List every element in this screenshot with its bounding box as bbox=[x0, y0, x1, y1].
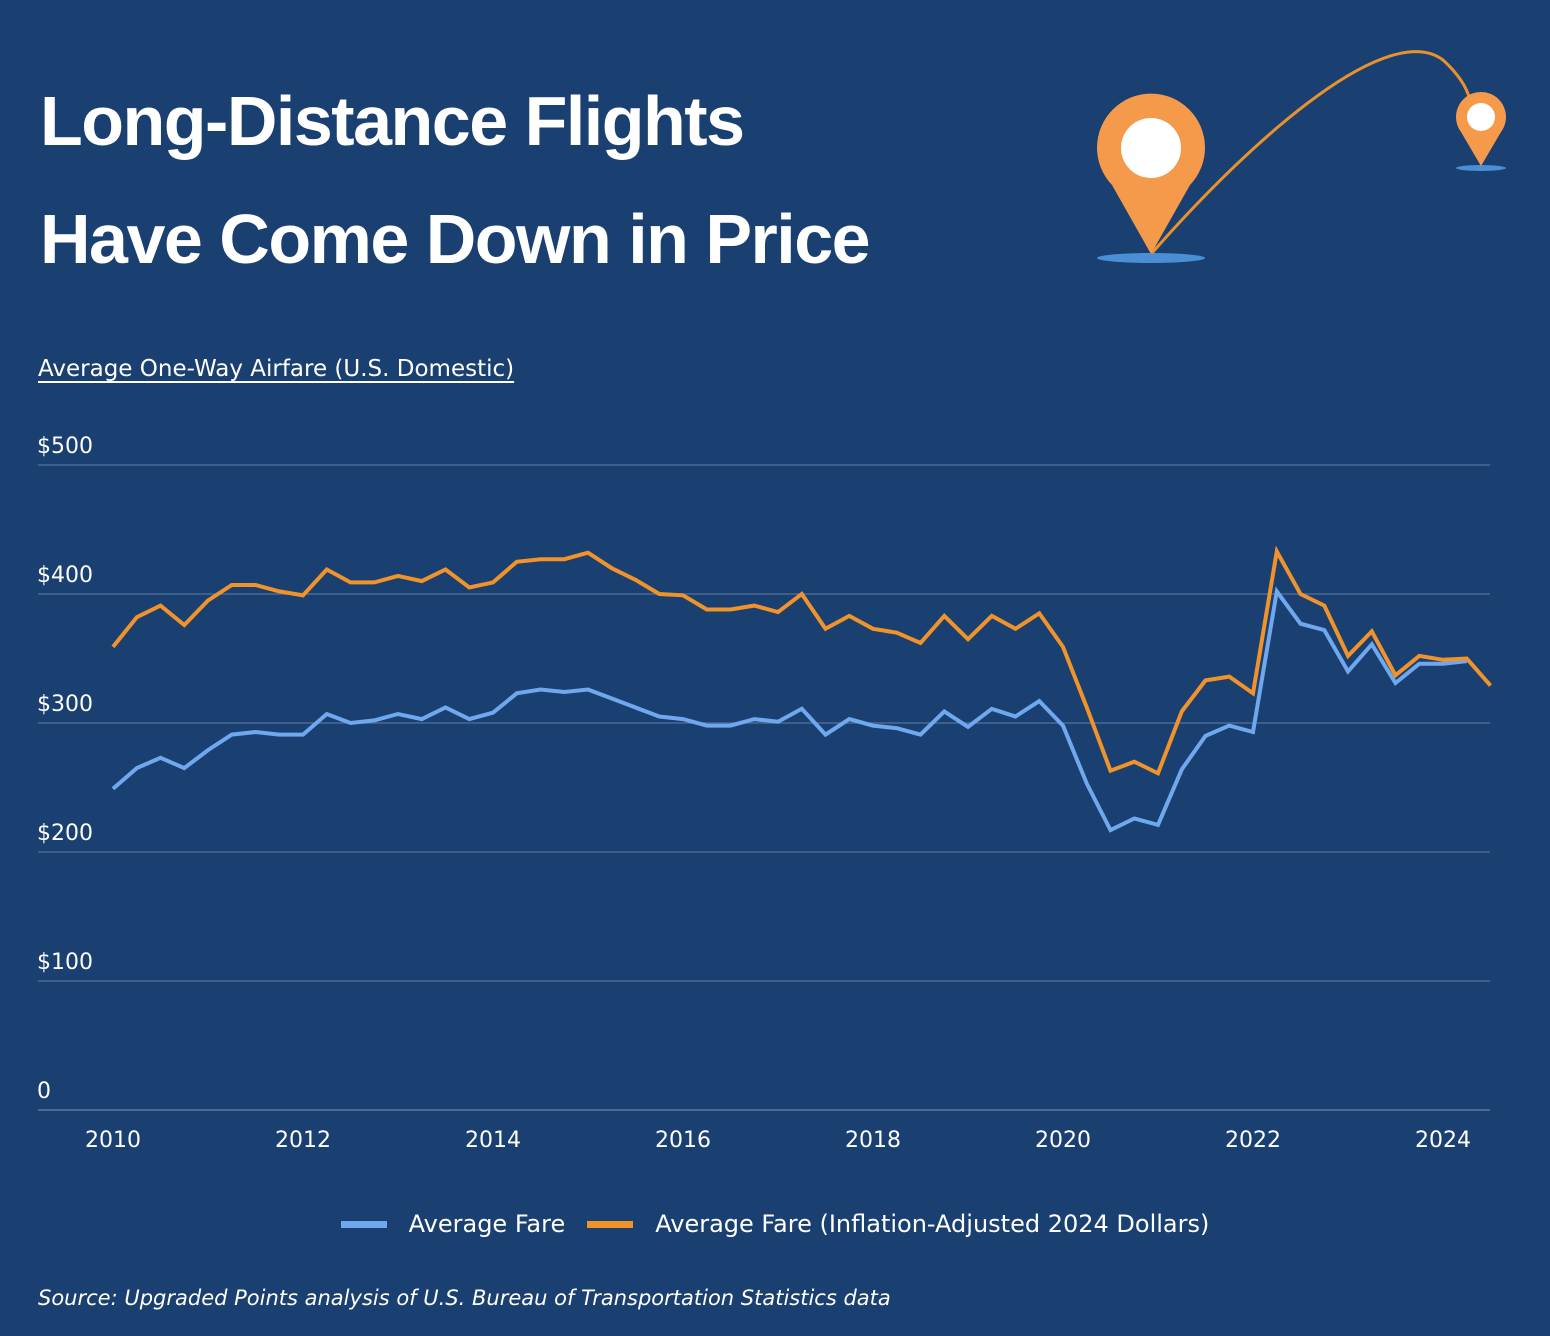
x-tick-label: 2010 bbox=[85, 1128, 141, 1153]
chart-legend: Average Fare Average Fare (Inflation-Adj… bbox=[0, 1210, 1550, 1238]
x-tick-label: 2012 bbox=[275, 1128, 331, 1153]
title-line-2: Have Come Down in Price bbox=[40, 200, 871, 278]
y-tick-label: $300 bbox=[37, 692, 93, 717]
legend-label-average-fare: Average Fare bbox=[408, 1210, 566, 1238]
pin-hole-large bbox=[1121, 118, 1181, 178]
map-pins-flight-arc-icon bbox=[1097, 50, 1506, 263]
legend-item-inflation-adjusted: Average Fare (Inflation-Adjusted 2024 Do… bbox=[587, 1210, 1209, 1238]
flight-arc bbox=[1150, 50, 1472, 254]
pin-shadow-small bbox=[1456, 165, 1506, 171]
legend-swatch-average-fare bbox=[340, 1220, 387, 1228]
y-tick-label: $200 bbox=[37, 821, 93, 846]
x-tick-label: 2020 bbox=[1035, 1128, 1091, 1153]
series-line-average-fare bbox=[111, 586, 1468, 833]
legend-swatch-inflation-adjusted bbox=[587, 1220, 634, 1228]
y-tick-label: $500 bbox=[37, 434, 93, 459]
x-tick-label: 2018 bbox=[845, 1128, 901, 1153]
pin-hole-small bbox=[1467, 103, 1495, 131]
title-line-1: Long-Distance Flights bbox=[40, 82, 745, 160]
legend-label-inflation-adjusted: Average Fare (Inflation-Adjusted 2024 Do… bbox=[655, 1210, 1210, 1238]
pin-shadow-large bbox=[1097, 253, 1205, 263]
line-chart: 0 $100 $200 $300 $400 $500 2010 2012 2014 2016 201… bbox=[37, 434, 1493, 1153]
y-tick-label: $400 bbox=[37, 563, 93, 588]
page-title: Long-Distance Flights Have Come Down in … bbox=[40, 62, 871, 298]
y-tick-label: 0 bbox=[37, 1079, 51, 1104]
x-tick-label: 2016 bbox=[655, 1128, 711, 1153]
y-tick-label: $100 bbox=[37, 950, 93, 975]
chart-subtitle: Average One-Way Airfare (U.S. Domestic) bbox=[38, 356, 515, 382]
x-tick-label: 2014 bbox=[465, 1128, 521, 1153]
x-tick-label: 2024 bbox=[1415, 1128, 1471, 1153]
series-line-inflation-adjusted bbox=[111, 545, 1493, 777]
source-note: Source: Upgraded Points analysis of U.S.… bbox=[38, 1286, 891, 1310]
x-tick-label: 2022 bbox=[1225, 1128, 1281, 1153]
legend-item-average-fare: Average Fare bbox=[340, 1210, 566, 1238]
